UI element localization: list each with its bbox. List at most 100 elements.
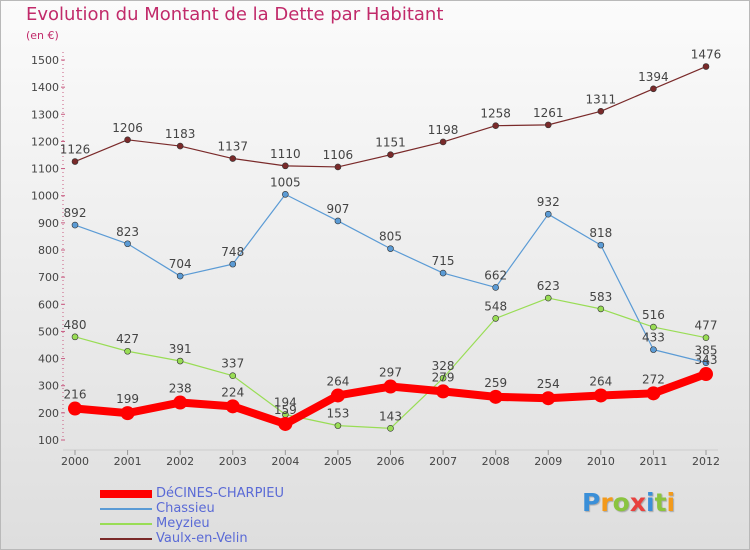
- data-label: 153: [326, 407, 349, 421]
- data-label: 272: [642, 372, 665, 386]
- data-label: 254: [537, 377, 560, 391]
- y-tick-label: 900: [38, 217, 59, 230]
- y-tick-label: 600: [38, 298, 59, 311]
- y-tick-label: 700: [38, 271, 59, 284]
- data-label: 1476: [691, 48, 722, 62]
- data-point: [225, 399, 240, 414]
- data-point: [71, 333, 79, 341]
- data-point: [124, 240, 131, 248]
- data-label: 337: [221, 357, 244, 371]
- data-label: 238: [169, 382, 192, 396]
- y-tick-label: 500: [38, 325, 59, 338]
- data-point: [439, 374, 447, 382]
- data-label: 1394: [638, 70, 669, 84]
- chart-subtitle: (en €): [26, 29, 59, 42]
- logo-letter: x: [629, 488, 646, 517]
- y-tick-label: 1200: [31, 135, 59, 148]
- data-point: [124, 347, 131, 355]
- data-point: [176, 357, 184, 365]
- legend-label-vaulx: Vaulx-en-Velin: [156, 531, 248, 546]
- data-point: [334, 217, 342, 225]
- data-point: [492, 284, 499, 291]
- data-point: [597, 241, 605, 249]
- data-label: 823: [116, 225, 139, 239]
- data-point: [278, 416, 293, 431]
- data-label: 662: [484, 268, 507, 282]
- legend-swatch-meyzieu: [100, 523, 152, 525]
- data-point: [650, 346, 657, 353]
- x-tick-label: 2007: [429, 455, 457, 468]
- data-label: 328: [432, 359, 455, 373]
- data-point: [282, 191, 289, 198]
- data-label: 279: [432, 370, 455, 384]
- data-label: 264: [326, 374, 349, 388]
- data-label: 1110: [270, 147, 301, 161]
- data-point: [173, 395, 188, 410]
- data-label: 477: [695, 319, 718, 333]
- x-tick-label: 2010: [587, 455, 615, 468]
- data-label: 427: [116, 332, 139, 346]
- legend-label-chassieu: Chassieu: [156, 501, 215, 516]
- data-point: [650, 323, 657, 331]
- data-point: [282, 162, 289, 170]
- x-tick-label: 2003: [219, 455, 247, 468]
- data-label: 199: [116, 392, 139, 406]
- data-point: [544, 210, 552, 218]
- data-label: 264: [589, 374, 612, 388]
- x-tick-label: 2005: [324, 455, 352, 468]
- data-label: 391: [169, 342, 192, 356]
- data-label: 583: [589, 290, 612, 304]
- data-label: 1311: [586, 92, 617, 106]
- legend-swatch-decines: [100, 490, 152, 498]
- y-tick-label: 1100: [31, 163, 59, 176]
- y-tick-label: 1500: [31, 54, 59, 67]
- data-label: 1198: [428, 123, 459, 137]
- data-label: 907: [326, 202, 349, 216]
- data-label: 159: [274, 403, 297, 417]
- data-label: 194: [274, 395, 297, 409]
- data-label: 932: [537, 195, 560, 209]
- data-label: 297: [379, 366, 402, 380]
- x-tick-label: 2006: [377, 455, 405, 468]
- data-point: [124, 136, 131, 144]
- data-point: [383, 379, 398, 394]
- data-label: 259: [484, 376, 507, 390]
- data-point: [330, 388, 345, 403]
- x-tick-label: 2004: [271, 455, 299, 468]
- data-point: [702, 334, 710, 341]
- x-tick-label: 2001: [114, 455, 142, 468]
- data-point: [229, 260, 237, 268]
- legend-item-meyzieu: Meyzieu: [100, 516, 360, 532]
- data-label: 224: [221, 385, 244, 399]
- data-point: [646, 386, 661, 401]
- data-point: [541, 391, 556, 406]
- data-label: 343: [695, 353, 718, 367]
- legend-swatch-vaulx: [100, 538, 152, 540]
- data-label: 748: [221, 245, 244, 259]
- data-point: [120, 406, 135, 421]
- data-point: [492, 315, 499, 322]
- data-point: [597, 108, 605, 115]
- data-label: 385: [695, 344, 718, 358]
- data-label: 516: [642, 308, 665, 322]
- data-label: 1005: [270, 175, 301, 189]
- data-point: [176, 142, 184, 150]
- data-label: 143: [379, 409, 402, 423]
- data-point: [176, 272, 184, 280]
- data-point: [436, 384, 451, 399]
- data-point: [439, 269, 447, 277]
- legend-label-meyzieu: Meyzieu: [156, 516, 210, 531]
- legend-item-chassieu: Chassieu: [100, 501, 360, 517]
- data-point: [492, 122, 499, 129]
- data-label: 818: [589, 226, 612, 240]
- data-point: [439, 138, 447, 146]
- y-tick-label: 200: [38, 407, 59, 420]
- data-label: 1261: [533, 106, 564, 120]
- legend-label-decines: DéCINES-CHARPIEU: [156, 486, 284, 501]
- logo-letter: P: [582, 488, 601, 517]
- series-line: [74, 193, 707, 364]
- data-label: 480: [64, 318, 87, 332]
- data-label: 1258: [480, 107, 511, 121]
- data-label: 805: [379, 230, 402, 244]
